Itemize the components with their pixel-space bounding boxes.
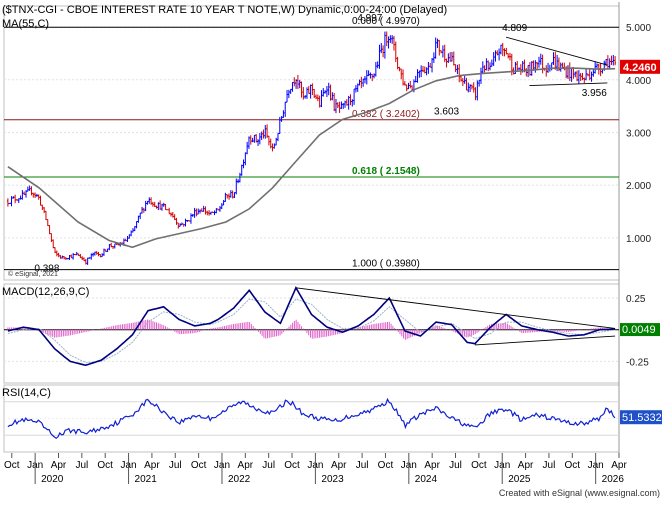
time-month-label: Jul bbox=[356, 460, 369, 471]
time-year-label: 2026 bbox=[602, 474, 625, 485]
rsi-value-tag bbox=[620, 410, 662, 425]
time-year-label: 2021 bbox=[135, 474, 158, 485]
small-copyright: © eSignal, 2021 bbox=[8, 270, 58, 278]
time-month-label: Oct bbox=[471, 460, 487, 471]
rsi-last-value: 51.5332 bbox=[622, 412, 662, 424]
time-month-label: Jul bbox=[262, 460, 275, 471]
price-gridlines: 1.000 2.000 3.000 4.000 5.000 bbox=[4, 23, 651, 245]
macd-line bbox=[7, 286, 616, 367]
time-month-label: Apr bbox=[518, 460, 534, 471]
price-tick-label: 1.000 bbox=[626, 234, 651, 245]
price-tick-label: 5.000 bbox=[626, 23, 651, 34]
price-annotation: 4.997 bbox=[357, 13, 382, 24]
fib-label: 1.000 ( 0.3980) bbox=[352, 259, 420, 270]
price-tick-label: 3.000 bbox=[626, 128, 651, 139]
time-year-label: 2023 bbox=[321, 474, 344, 485]
time-month-label: Jul bbox=[169, 460, 182, 471]
fib-label: 0.618 ( 2.1548) bbox=[352, 166, 420, 177]
price-trendline bbox=[529, 82, 608, 87]
ma-label: MA(55,C) bbox=[2, 18, 49, 30]
time-month-label: Oct bbox=[565, 460, 581, 471]
last-price-value: 4.2460 bbox=[623, 62, 657, 74]
time-month-label: Jul bbox=[543, 460, 556, 471]
time-year-label: 2022 bbox=[228, 474, 251, 485]
last-price-tag bbox=[620, 59, 660, 74]
price-annotation: 0.398 bbox=[34, 264, 59, 275]
time-month-label: Oct bbox=[378, 460, 394, 471]
macd-tick-label: -0.25 bbox=[626, 357, 649, 368]
time-month-label: Apr bbox=[424, 460, 440, 471]
chart-title: ($TNX-CGI - CBOE INTEREST RATE 10 YEAR T… bbox=[2, 4, 447, 16]
time-year-label: 2024 bbox=[415, 474, 438, 485]
macd-trendline-lower bbox=[474, 335, 616, 346]
fib-label: 0.000 ( 4.9970) bbox=[352, 16, 420, 27]
macd-tick-label: 0.25 bbox=[626, 294, 646, 305]
time-month-label: Oct bbox=[97, 460, 113, 471]
time-year-label: 2025 bbox=[508, 474, 531, 485]
ma-55-line bbox=[7, 67, 616, 249]
macd-pane-frame bbox=[3, 283, 620, 384]
time-month-label: Apr bbox=[51, 460, 67, 471]
rsi-title: RSI(14,C) bbox=[2, 387, 51, 399]
time-month-label: Oct bbox=[284, 460, 300, 471]
rsi-line bbox=[7, 397, 616, 440]
time-month-label: Apr bbox=[331, 460, 347, 471]
price-tick-label: 2.000 bbox=[626, 181, 651, 192]
price-trendline bbox=[506, 36, 608, 66]
time-axis: Oct Jan Apr Jul Oct Jan Apr Jul Oct Jan Apr Jul Oct J… bbox=[4, 453, 627, 485]
time-month-label: Oct bbox=[191, 460, 207, 471]
price-candles bbox=[6, 31, 617, 265]
footer-copyright: Created with eSignal (www.esignal.com) bbox=[499, 488, 660, 498]
fibonacci-levels: 0.000 ( 4.9970) 0.382 ( 3.2402) 0.618 ( 2.… bbox=[4, 16, 619, 271]
macd-histogram bbox=[7, 319, 616, 340]
macd-trendline-upper bbox=[295, 287, 616, 329]
time-month-label: Apr bbox=[238, 460, 254, 471]
price-annotation: 3.956 bbox=[582, 88, 607, 99]
fib-label: 0.382 ( 3.2402) bbox=[352, 109, 420, 120]
time-year-label: 2020 bbox=[41, 474, 64, 485]
price-annotation: 3.603 bbox=[434, 107, 459, 118]
price-tick-label: 4.000 bbox=[626, 76, 651, 87]
time-month-label: Jul bbox=[75, 460, 88, 471]
macd-value-tag bbox=[620, 323, 660, 337]
time-month-label: Jul bbox=[449, 460, 462, 471]
time-month-label: Oct bbox=[4, 460, 20, 471]
time-month-label: Apr bbox=[611, 460, 627, 471]
macd-title: MACD(12,26,9,C) bbox=[2, 286, 89, 298]
macd-last-value: 0.0049 bbox=[622, 324, 656, 336]
time-month-label: Apr bbox=[144, 460, 160, 471]
macd-signal-line bbox=[7, 298, 616, 364]
price-annotation: 4.809 bbox=[502, 23, 527, 34]
